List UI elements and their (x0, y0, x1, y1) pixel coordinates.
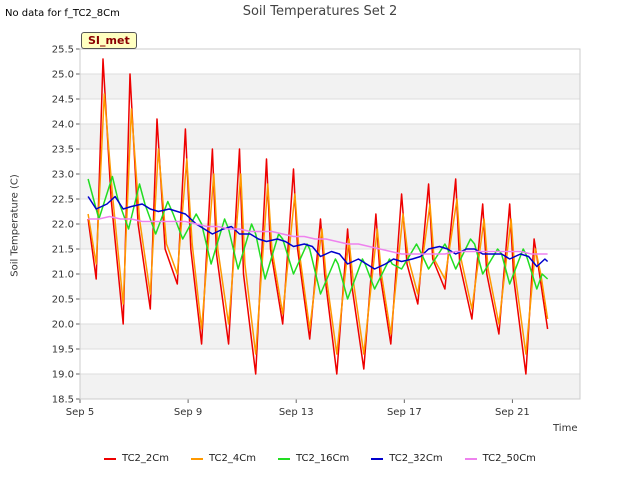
grid-band (80, 124, 580, 149)
plot-frame (79, 48, 581, 400)
x-tick-label: Sep 5 (66, 407, 94, 418)
grid-band (80, 274, 580, 299)
series-line-tc2-16cm (87, 175, 549, 300)
x-tick-label: Sep 13 (279, 407, 314, 418)
series-line-tc2-50cm (88, 215, 548, 255)
legend-item-tc2-32cm: TC2_32Cm (371, 453, 443, 464)
y-tick-label: 20.0 (52, 320, 74, 331)
y-tick-label: 23.0 (52, 170, 74, 181)
y-axis-label: Soil Temperature (C) (9, 174, 21, 277)
legend: TC2_2Cm TC2_4Cm TC2_16Cm TC2_32Cm TC2_50… (0, 453, 640, 464)
no-data-note: No data for f_TC2_8Cm (5, 8, 120, 19)
x-axis-label: Time (553, 423, 578, 434)
legend-swatch (464, 457, 477, 460)
grid-band (80, 174, 580, 199)
legend-swatch (371, 457, 384, 460)
x-tick-label: Sep 21 (495, 407, 530, 418)
y-tick-label: 22.5 (52, 195, 74, 206)
legend-item-tc2-16cm: TC2_16Cm (277, 453, 350, 464)
y-tick-label: 25.0 (52, 70, 74, 81)
grid-band (80, 224, 580, 249)
y-tick-label: 18.5 (52, 395, 74, 406)
y-tick-label: 24.0 (52, 120, 74, 131)
y-tick-label: 22.0 (52, 220, 74, 231)
y-tick-label: 20.5 (52, 295, 74, 306)
site-badge: SI_met (81, 32, 137, 49)
y-tick-label: 21.5 (52, 245, 74, 256)
grid-band (80, 374, 580, 399)
legend-item-tc2-2cm: TC2_2Cm (104, 453, 169, 464)
grid-band (80, 324, 580, 349)
x-tick-label: Sep 17 (387, 407, 422, 418)
legend-swatch (191, 457, 203, 460)
y-tick-label: 24.5 (52, 95, 74, 106)
y-tick-label: 25.5 (52, 45, 74, 56)
grid-band (80, 74, 580, 99)
y-tick-label: 19.0 (52, 370, 74, 381)
legend-label: TC2_50Cm (482, 453, 536, 464)
y-tick-label: 21.0 (52, 270, 74, 281)
x-tick-label: Sep 9 (174, 407, 202, 418)
legend-item-tc2-4cm: TC2_4Cm (191, 453, 256, 464)
legend-label: TC2_2Cm (122, 453, 169, 464)
legend-label: TC2_16Cm (295, 453, 350, 464)
series-line-tc2-32cm (87, 195, 549, 270)
legend-swatch (277, 457, 290, 460)
chart-title: Soil Temperatures Set 2 (242, 4, 398, 19)
legend-swatch (104, 457, 117, 460)
legend-item-tc2-50cm: TC2_50Cm (464, 453, 536, 464)
y-tick-label: 19.5 (52, 345, 74, 356)
legend-label: TC2_4Cm (209, 453, 256, 464)
legend-label: TC2_32Cm (389, 453, 443, 464)
y-tick-label: 23.5 (52, 145, 74, 156)
